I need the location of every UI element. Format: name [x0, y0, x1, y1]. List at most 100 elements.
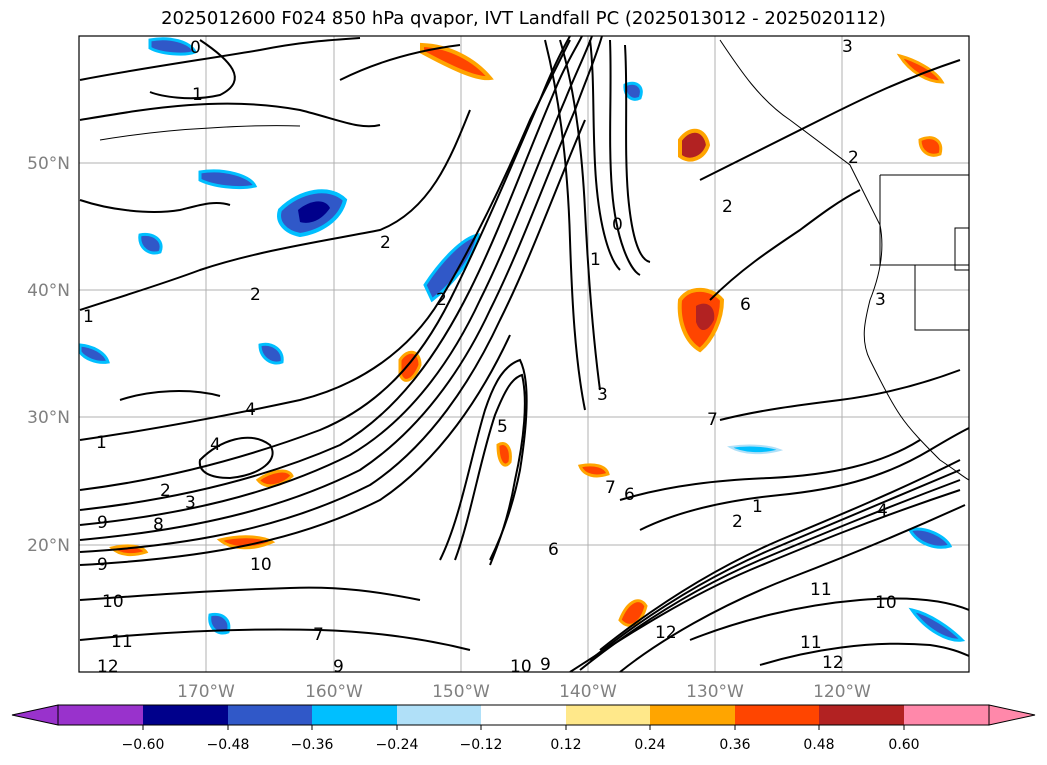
colorbar-bin: [58, 705, 143, 725]
colorbar-tick-label: 0.60: [888, 737, 919, 753]
colorbar-bin: [819, 705, 904, 725]
contour-label: 9: [333, 657, 344, 677]
contour-line: [339, 44, 461, 81]
contour-line: [759, 642, 969, 666]
contour-label-group: 0 1 2 2 1 4 1 4 2 3 8 9 9 10 10 11 12 7 …: [83, 37, 897, 677]
colorbar-bin: [650, 705, 735, 725]
contour-line: [79, 37, 361, 81]
lon-label-140w: 140°W: [559, 682, 617, 702]
contour-label: 3: [842, 37, 853, 57]
contour-line: [624, 44, 651, 263]
lon-label-160w: 160°W: [305, 682, 363, 702]
negative-patch: [198, 169, 258, 190]
contour-label: 11: [810, 580, 832, 600]
contour-line: [699, 59, 961, 181]
contour-line: [79, 109, 471, 311]
contour-line: [439, 358, 528, 561]
lat-label-40n: 40°N: [27, 281, 70, 301]
contour-line: [79, 102, 381, 128]
contour-line: [79, 334, 511, 566]
negative-patch-core: [298, 201, 330, 223]
state-border: [914, 265, 969, 331]
colorbar-tick-label: 0.12: [550, 737, 581, 753]
contour-label: 11: [800, 633, 822, 653]
colorbar-bin: [735, 705, 819, 725]
negative-patch: [138, 232, 163, 255]
colorbar-outline: [57, 704, 990, 726]
contour-label: 6: [740, 295, 751, 315]
contour-line: [639, 427, 969, 531]
contour-label: 4: [210, 435, 221, 455]
contour-label: 1: [590, 250, 601, 270]
contour-line: [559, 39, 601, 391]
positive-patch: [496, 442, 512, 467]
contour-label: 4: [245, 400, 256, 420]
contour-label: 10: [875, 593, 897, 613]
lon-label-170w: 170°W: [177, 682, 235, 702]
lon-label-150w: 150°W: [432, 682, 490, 702]
lon-label-130w: 130°W: [686, 682, 744, 702]
contour-label: 7: [707, 410, 718, 430]
plot-border: [78, 35, 970, 673]
contour-label: 7: [313, 625, 324, 645]
negative-patch: [423, 233, 480, 303]
contour-label: 2: [732, 512, 743, 532]
colorbar-tick-label: −0.24: [376, 737, 419, 753]
contour-line: [719, 369, 961, 421]
contour-line: [79, 36, 571, 491]
positive-patch: [896, 53, 945, 84]
contour-label: 10: [510, 657, 532, 677]
contour-line: [619, 504, 966, 672]
contour-label: 2: [250, 285, 261, 305]
positive-patch-core: [696, 303, 715, 331]
contour-label: 10: [102, 592, 124, 612]
contour-label: 10: [250, 555, 272, 575]
map-title: 2025012600 F024 850 hPa qvapor, IVT Land…: [161, 8, 886, 29]
positive-patch: [420, 42, 494, 81]
contour-line: [79, 586, 421, 601]
positive-patch: [678, 128, 711, 162]
positive-patch: [398, 350, 422, 382]
positive-patch: [216, 535, 276, 550]
colorbar-tick-label: −0.12: [460, 737, 503, 753]
colorbar-bin: [481, 705, 566, 725]
contour-line: [79, 119, 586, 553]
contour-label: 9: [97, 555, 108, 575]
contour-label: 12: [822, 653, 844, 673]
map-plot-area: [79, 36, 969, 672]
contour-label: 9: [97, 513, 108, 533]
negative-patch: [79, 343, 110, 364]
contour-line: [198, 436, 274, 480]
contour-label: 12: [655, 623, 677, 643]
contour-label: 2: [160, 481, 171, 501]
contour-line: [544, 39, 586, 411]
contour-label: 3: [875, 290, 886, 310]
negative-patch: [258, 342, 284, 365]
contour-line: [609, 39, 641, 276]
contour-label: 1: [96, 433, 107, 453]
contour-label: 7: [605, 478, 616, 498]
colorbar: −0.60 −0.48 −0.36 −0.24 −0.12 0.12 0.24 …: [11, 704, 1036, 753]
contour-label: 4: [877, 501, 888, 521]
colorbar-bin: [566, 705, 650, 725]
colorbar-bin: [228, 705, 312, 725]
colorbar-under-extension: [11, 704, 59, 726]
contour-line: [454, 373, 526, 566]
colorbar-tick-label: −0.48: [207, 737, 250, 753]
contour-label: 0: [612, 215, 623, 235]
contour-label: 1: [752, 497, 763, 517]
negative-patch: [148, 37, 198, 56]
contour-label: 3: [597, 385, 608, 405]
contour-label: 11: [111, 632, 133, 652]
contour-line: [79, 199, 231, 213]
contour-line: [79, 36, 593, 526]
lon-label-120w: 120°W: [813, 682, 871, 702]
contour-line: [619, 439, 921, 501]
contour-label: 5: [497, 417, 508, 437]
colorbar-tick-label: −0.60: [122, 737, 165, 753]
coastline-path: [719, 39, 969, 481]
contour-label: 2: [848, 148, 859, 168]
contour-line: [709, 189, 861, 301]
contour-line: [569, 489, 961, 672]
colorbar-bin: [904, 705, 989, 725]
